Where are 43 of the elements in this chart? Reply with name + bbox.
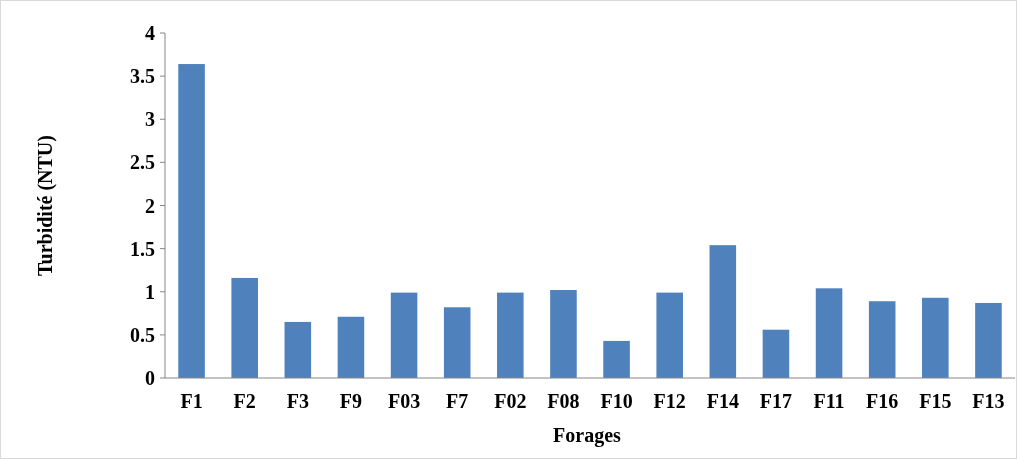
y-axis-title: Turbidité (NTU) <box>34 135 57 276</box>
x-tick-label: F7 <box>446 390 469 412</box>
x-tick-label: F16 <box>866 390 899 412</box>
y-tick-label: 4 <box>145 22 155 44</box>
y-tick-label: 3 <box>145 108 155 131</box>
bar <box>550 290 577 378</box>
x-tick-label: F08 <box>547 390 580 412</box>
bar <box>762 329 790 378</box>
y-tick-label: 2.5 <box>130 151 155 174</box>
bar <box>284 321 312 378</box>
y-tick-label: 1.5 <box>130 237 155 260</box>
bar <box>497 292 524 378</box>
bar <box>231 277 258 378</box>
x-tick-label: F14 <box>706 390 739 412</box>
x-tick-label: F12 <box>653 390 686 412</box>
bar <box>390 292 418 378</box>
bar <box>815 288 843 378</box>
bar <box>868 301 896 378</box>
y-tick-label: 0.5 <box>130 323 155 346</box>
y-tick-label: 2 <box>145 194 155 217</box>
y-tick-label: 0 <box>145 367 155 389</box>
bar <box>603 340 630 378</box>
x-tick-label: F2 <box>233 390 256 412</box>
bar <box>922 297 949 378</box>
x-tick-label: F02 <box>494 390 527 412</box>
bar <box>656 292 683 378</box>
bar <box>709 245 737 378</box>
bar <box>443 307 471 378</box>
y-tick-label: 1 <box>145 280 155 303</box>
x-tick-label: F15 <box>919 390 952 412</box>
x-tick-label: F1 <box>180 390 203 412</box>
x-tick-label: F13 <box>972 390 1005 412</box>
x-axis-title: Forages <box>553 424 622 447</box>
x-tick-label: F11 <box>813 390 845 412</box>
x-tick-label: F03 <box>387 390 421 412</box>
bar <box>337 316 365 378</box>
x-tick-label: F3 <box>286 390 309 412</box>
bar <box>178 64 205 378</box>
y-tick-label: 3.5 <box>130 65 155 88</box>
x-tick-label: F10 <box>600 390 633 412</box>
x-tick-label: F9 <box>339 390 363 412</box>
x-tick-label: F17 <box>759 390 793 412</box>
bar <box>975 302 1002 378</box>
